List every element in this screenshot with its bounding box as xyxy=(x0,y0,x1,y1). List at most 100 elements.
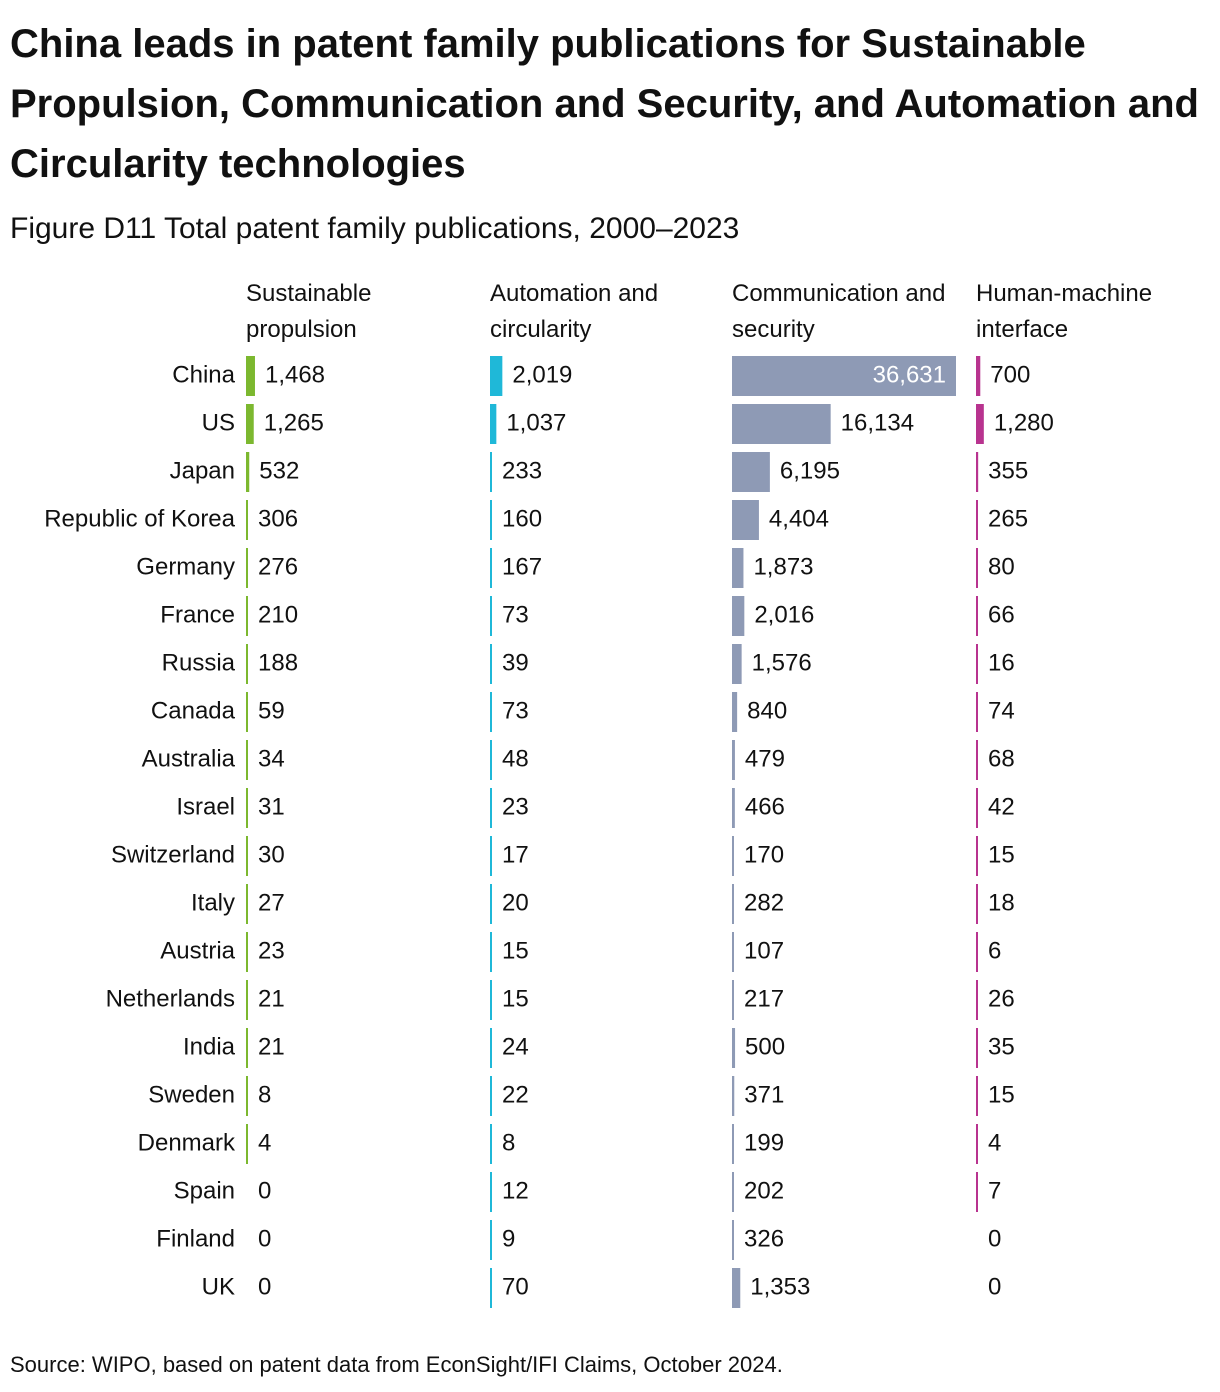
bar xyxy=(246,596,248,636)
panel-header: Automation and circularity xyxy=(490,280,659,343)
value-label: 276 xyxy=(258,553,298,580)
value-label: 73 xyxy=(502,697,529,724)
value-label: 167 xyxy=(502,553,542,580)
category-label: Australia xyxy=(142,745,236,772)
value-label: 1,873 xyxy=(753,553,813,580)
value-label: 24 xyxy=(502,1033,529,1060)
value-label: 16,134 xyxy=(841,409,914,436)
value-label: 6,195 xyxy=(780,457,840,484)
bar xyxy=(490,1268,492,1308)
bar xyxy=(490,548,492,588)
value-label: 1,468 xyxy=(265,361,325,388)
value-label: 107 xyxy=(744,937,784,964)
category-label: Netherlands xyxy=(106,985,235,1012)
bar xyxy=(490,644,492,684)
value-label: 233 xyxy=(502,457,542,484)
bar xyxy=(246,932,248,972)
bar xyxy=(732,1220,734,1260)
bar xyxy=(732,404,831,444)
value-label: 23 xyxy=(502,793,529,820)
bar xyxy=(976,548,978,588)
bar xyxy=(976,644,978,684)
bar xyxy=(732,452,770,492)
value-label: 479 xyxy=(745,745,785,772)
bar xyxy=(490,692,492,732)
bar xyxy=(246,788,248,828)
category-label: Finland xyxy=(156,1225,235,1252)
bar xyxy=(732,788,735,828)
value-label: 1,265 xyxy=(264,409,324,436)
bar xyxy=(976,932,978,972)
bar xyxy=(490,836,492,876)
bar xyxy=(490,1124,492,1164)
category-label: France xyxy=(160,601,235,628)
bar xyxy=(732,932,734,972)
value-label: 355 xyxy=(988,457,1028,484)
value-label: 27 xyxy=(258,889,285,916)
category-label: Germany xyxy=(136,553,235,580)
value-label: 217 xyxy=(744,985,784,1012)
category-label: Japan xyxy=(170,457,235,484)
value-label: 18 xyxy=(988,889,1015,916)
bar xyxy=(490,932,492,972)
bar xyxy=(976,1124,978,1164)
category-label: China xyxy=(172,361,235,388)
category-label: Russia xyxy=(162,649,236,676)
bar xyxy=(490,452,492,492)
bar xyxy=(732,644,742,684)
value-label: 0 xyxy=(258,1225,271,1252)
value-label: 59 xyxy=(258,697,285,724)
bar xyxy=(490,884,492,924)
value-label: 1,353 xyxy=(750,1273,810,1300)
bar xyxy=(976,404,984,444)
value-label: 1,280 xyxy=(994,409,1054,436)
panel-header: Human-machine interface xyxy=(976,280,1153,343)
value-label: 9 xyxy=(502,1225,515,1252)
value-label: 42 xyxy=(988,793,1015,820)
value-label: 202 xyxy=(744,1177,784,1204)
value-label: 6 xyxy=(988,937,1001,964)
bar xyxy=(976,500,978,540)
value-label: 74 xyxy=(988,697,1015,724)
value-label: 371 xyxy=(744,1081,784,1108)
bar xyxy=(490,404,497,444)
value-label: 73 xyxy=(502,601,529,628)
panel-header: Sustainable propulsion xyxy=(246,280,372,343)
bar xyxy=(490,596,492,636)
bar xyxy=(490,356,503,396)
value-label: 170 xyxy=(744,841,784,868)
bar xyxy=(732,1172,734,1212)
category-label: India xyxy=(183,1033,236,1060)
bar xyxy=(246,692,248,732)
category-label: US xyxy=(202,409,235,436)
bar xyxy=(490,740,492,780)
bar xyxy=(732,1076,735,1116)
value-label: 15 xyxy=(502,985,529,1012)
category-label: UK xyxy=(202,1273,235,1300)
value-label: 4,404 xyxy=(769,505,829,532)
bar xyxy=(732,356,956,396)
value-label: 34 xyxy=(258,745,285,772)
value-label: 8 xyxy=(502,1129,515,1156)
bar xyxy=(246,356,255,396)
category-label: Republic of Korea xyxy=(44,505,235,532)
bar xyxy=(246,644,248,684)
value-label: 188 xyxy=(258,649,298,676)
bar xyxy=(246,1124,248,1164)
bar xyxy=(976,1172,978,1212)
bar xyxy=(246,884,248,924)
value-label: 282 xyxy=(744,889,784,916)
bar xyxy=(490,500,492,540)
chart-title: China leads in patent family publication… xyxy=(10,22,1199,186)
bar xyxy=(246,452,250,492)
value-label: 210 xyxy=(258,601,298,628)
value-label: 1,576 xyxy=(752,649,812,676)
bar xyxy=(732,500,759,540)
panel-header: Communication and security xyxy=(732,280,946,343)
value-label: 15 xyxy=(988,1081,1015,1108)
value-label: 4 xyxy=(258,1129,271,1156)
bar xyxy=(732,740,735,780)
bar xyxy=(490,980,492,1020)
bar xyxy=(246,500,248,540)
